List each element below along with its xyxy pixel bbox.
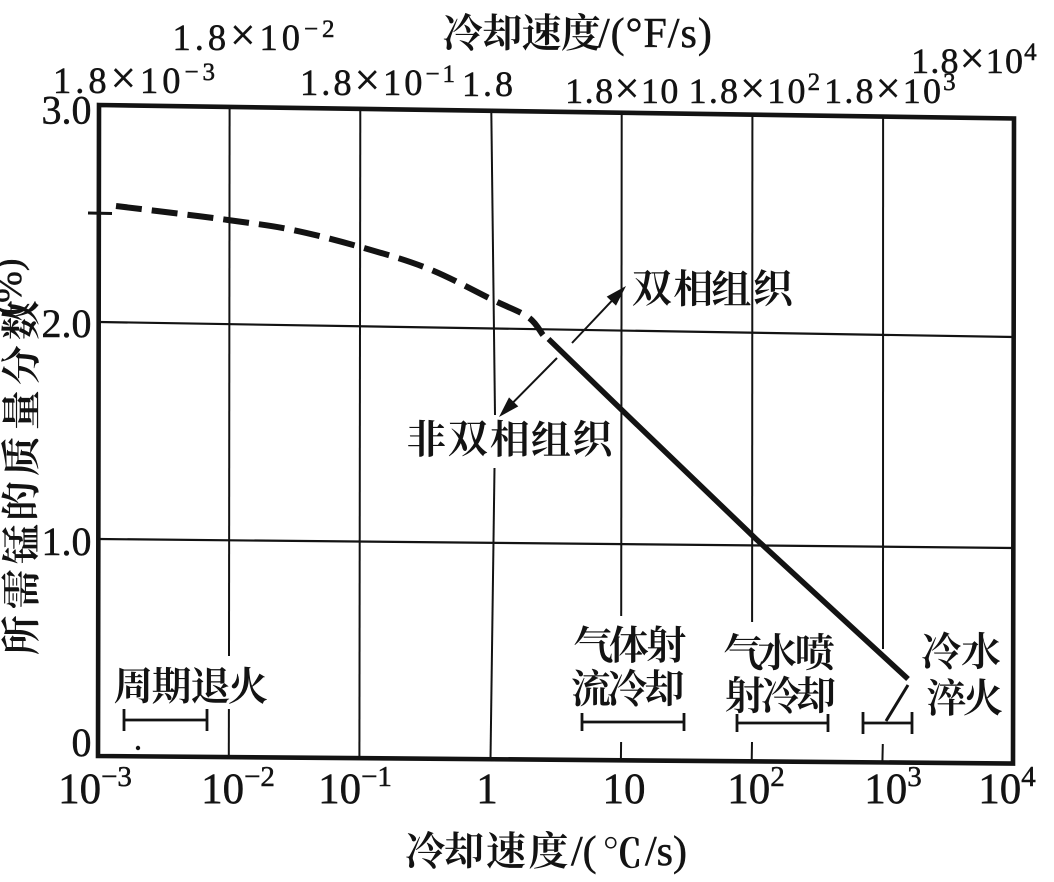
svg-text:0: 0 bbox=[72, 720, 92, 765]
svg-text:1.8×103: 1.8×103 bbox=[824, 64, 958, 113]
svg-text:1.0: 1.0 bbox=[42, 519, 92, 564]
svg-text:(%): (%) bbox=[0, 259, 30, 316]
svg-text:10−2: 10−2 bbox=[201, 761, 275, 813]
svg-text:3.0: 3.0 bbox=[42, 88, 92, 133]
svg-text:10: 10 bbox=[603, 766, 646, 813]
svg-text:1.8×10: 1.8×10 bbox=[565, 64, 680, 113]
svg-text:/(: /( bbox=[571, 829, 597, 875]
svg-text:/s): /s) bbox=[645, 829, 687, 875]
svg-text:1.8×102: 1.8×102 bbox=[689, 64, 823, 113]
svg-text:1.8: 1.8 bbox=[462, 64, 516, 104]
svg-text:2.0: 2.0 bbox=[42, 301, 92, 346]
svg-text:1.8×104: 1.8×104 bbox=[911, 34, 1038, 83]
svg-text:1: 1 bbox=[476, 766, 498, 813]
svg-text:/(°F/s): /(°F/s) bbox=[598, 11, 713, 57]
svg-text:102: 102 bbox=[727, 761, 785, 813]
